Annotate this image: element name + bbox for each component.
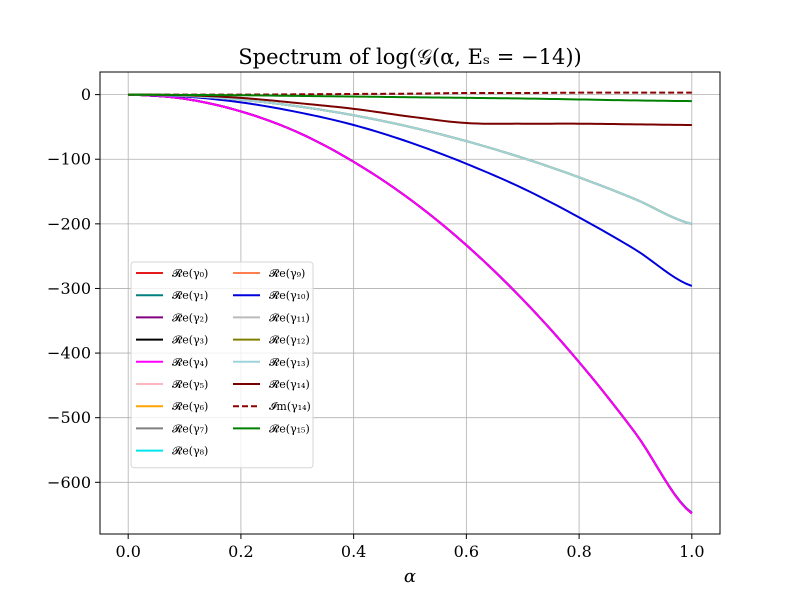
- legend-label: 𝓡e(γ₀): [172, 267, 208, 280]
- legend-label: 𝓡e(γ₄): [172, 356, 208, 369]
- x-tick-label: 0.2: [228, 542, 253, 561]
- ticks: 0.0 0.2 0.4 0.6 0.8 1.0 0 −100 −200 −300 −400 −500 −…: [47, 85, 704, 561]
- x-tick-label: 0.0: [115, 542, 140, 561]
- y-tick-label: −200: [47, 214, 91, 233]
- legend-label: 𝓘m(γ₁₄): [269, 400, 311, 413]
- y-tick-label: −400: [47, 344, 91, 363]
- legend-label: 𝓡e(γ₁₀): [269, 289, 310, 302]
- legend-frame: [130, 261, 314, 469]
- legend-label: 𝓡e(γ₉): [269, 267, 305, 280]
- legend-label: 𝓡e(γ₈): [172, 445, 208, 458]
- series-line-13: [128, 93, 693, 225]
- chart-title: Spectrum of log(𝒢(α, Eₛ = −14)): [238, 45, 581, 69]
- x-tick-label: 1.0: [679, 542, 704, 561]
- y-tick-label: −100: [47, 150, 91, 169]
- series-layer: [128, 91, 693, 515]
- y-tick-label: −500: [47, 408, 91, 427]
- x-tick-label: 0.4: [341, 542, 366, 561]
- legend-label: 𝓡e(γ₁₅): [269, 422, 310, 435]
- legend-label: 𝓡e(γ₁): [172, 289, 208, 302]
- legend-label: 𝓡e(γ₅): [172, 378, 208, 391]
- legend-label: 𝓡e(γ₂): [172, 311, 208, 324]
- x-axis-label: α: [404, 566, 416, 587]
- legend-label: 𝓡e(γ₁₂): [269, 334, 310, 347]
- series-line-14: [128, 93, 692, 126]
- series-line-16: [128, 93, 692, 103]
- legend-label: 𝓡e(γ₁₄): [269, 378, 310, 391]
- legend: 𝓡e(γ₀) 𝓡e(γ₁) 𝓡e(γ₂) 𝓡e(γ₃) 𝓡e(γ₄) 𝓡e(γ₅) 𝓡e(γ…: [130, 261, 314, 469]
- series-line-4: [128, 93, 693, 515]
- y-tick-label: −600: [47, 473, 91, 492]
- x-tick-label: 0.8: [566, 542, 591, 561]
- legend-label: 𝓡e(γ₇): [172, 422, 208, 435]
- y-tick-label: 0: [81, 85, 91, 104]
- legend-label: 𝓡e(γ₁₁): [269, 311, 310, 324]
- y-tick-label: −300: [47, 279, 91, 298]
- legend-label: 𝓡e(γ₃): [172, 334, 208, 347]
- plot-frame: [99, 71, 721, 535]
- legend-label: 𝓡e(γ₆): [172, 400, 208, 413]
- legend-label: 𝓡e(γ₁₃): [269, 356, 310, 369]
- series-line-10: [128, 93, 693, 287]
- x-tick-label: 0.6: [454, 542, 479, 561]
